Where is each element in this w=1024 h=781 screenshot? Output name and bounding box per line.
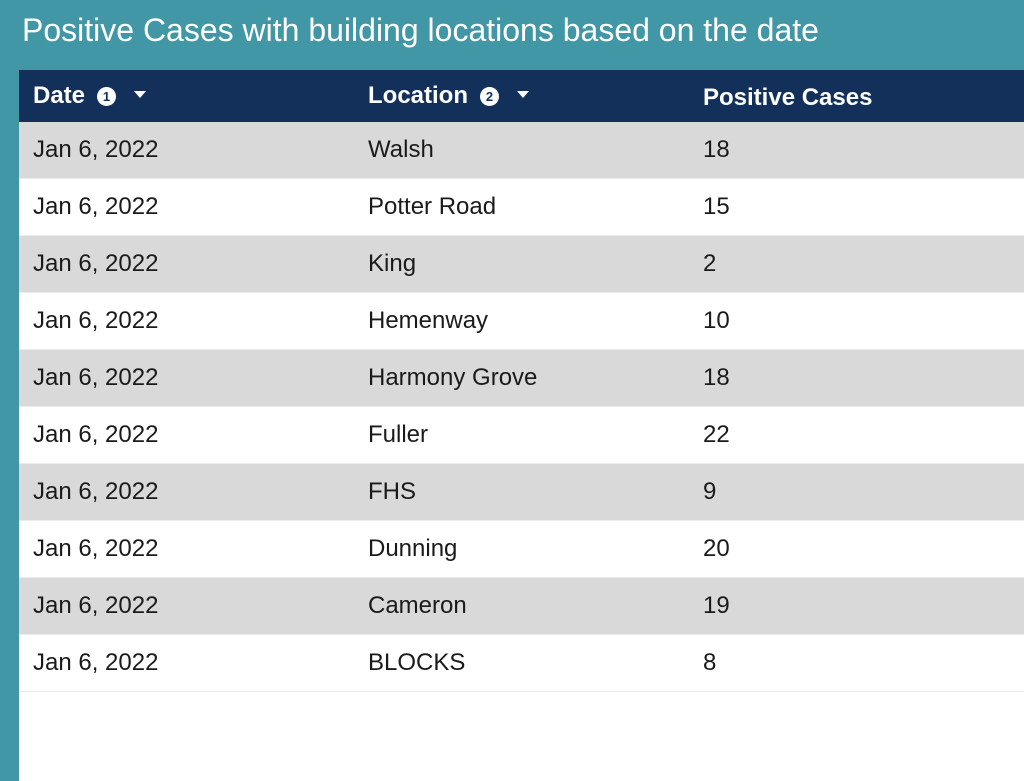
positive-cases-cell: 20 [703, 535, 730, 562]
positive-cases-cell: 22 [703, 421, 730, 448]
column-header-label: Date [33, 82, 86, 109]
column-header-label: Positive Cases [703, 84, 873, 111]
page-title: Positive Cases with building locations b… [22, 12, 819, 48]
table-row[interactable]: Jan 6, 2022 Harmony Grove 18 [19, 350, 1024, 407]
location-cell: Potter Road [368, 193, 497, 220]
date-cell: Jan 6, 2022 [33, 307, 159, 334]
caret-down-icon[interactable] [134, 90, 147, 98]
location-cell: Walsh [368, 136, 434, 163]
positive-cases-cell: 18 [703, 364, 730, 391]
positive-cases-cell: 8 [703, 649, 717, 676]
table-row[interactable]: Jan 6, 2022 BLOCKS 8 [19, 635, 1024, 692]
column-header-date[interactable]: Date 1 [33, 70, 147, 122]
date-cell: Jan 6, 2022 [33, 535, 159, 562]
table-body: Jan 6, 2022 Walsh 18 Jan 6, 2022 Potter … [19, 122, 1024, 692]
location-cell: King [368, 250, 417, 277]
date-cell: Jan 6, 2022 [33, 421, 159, 448]
location-cell: Harmony Grove [368, 364, 538, 391]
table-row[interactable]: Jan 6, 2022 Fuller 22 [19, 407, 1024, 464]
table-row[interactable]: Jan 6, 2022 Dunning 20 [19, 521, 1024, 578]
location-cell: Dunning [368, 535, 458, 562]
positive-cases-cell: 18 [703, 136, 730, 163]
location-cell: Fuller [368, 421, 429, 448]
table-row[interactable]: Jan 6, 2022 FHS 9 [19, 464, 1024, 521]
column-header-label: Location [368, 82, 468, 109]
table-row[interactable]: Jan 6, 2022 Potter Road 15 [19, 179, 1024, 236]
column-header-positive-cases[interactable]: Positive Cases [703, 72, 872, 124]
positive-cases-cell: 9 [703, 478, 717, 505]
date-cell: Jan 6, 2022 [33, 193, 159, 220]
date-cell: Jan 6, 2022 [33, 478, 159, 505]
table-row[interactable]: Jan 6, 2022 King 2 [19, 236, 1024, 293]
info-badge-icon: 2 [480, 86, 499, 106]
table-row[interactable]: Jan 6, 2022 Walsh 18 [19, 122, 1024, 179]
date-cell: Jan 6, 2022 [33, 250, 159, 277]
positive-cases-cell: 2 [703, 250, 717, 277]
location-cell: Cameron [368, 592, 467, 619]
positive-cases-cell: 19 [703, 592, 730, 619]
positive-cases-cell: 15 [703, 193, 730, 220]
table-row[interactable]: Jan 6, 2022 Hemenway 10 [19, 293, 1024, 350]
column-header-location[interactable]: Location 2 [368, 70, 529, 122]
location-cell: Hemenway [368, 307, 489, 334]
date-cell: Jan 6, 2022 [33, 136, 159, 163]
date-cell: Jan 6, 2022 [33, 592, 159, 619]
date-cell: Jan 6, 2022 [33, 364, 159, 391]
table-header: Date 1 Location 2 Positive Cases [19, 70, 1024, 122]
table-panel: Date 1 Location 2 Positive Cases Jan 6, … [19, 70, 1024, 781]
caret-down-icon[interactable] [517, 90, 529, 98]
info-badge-icon: 1 [97, 86, 117, 106]
location-cell: FHS [368, 478, 416, 505]
table-row[interactable]: Jan 6, 2022 Cameron 19 [19, 578, 1024, 635]
positive-cases-cell: 10 [703, 307, 730, 334]
date-cell: Jan 6, 2022 [33, 649, 159, 676]
location-cell: BLOCKS [368, 649, 466, 676]
title-bar: Positive Cases with building locations b… [0, 0, 1024, 70]
